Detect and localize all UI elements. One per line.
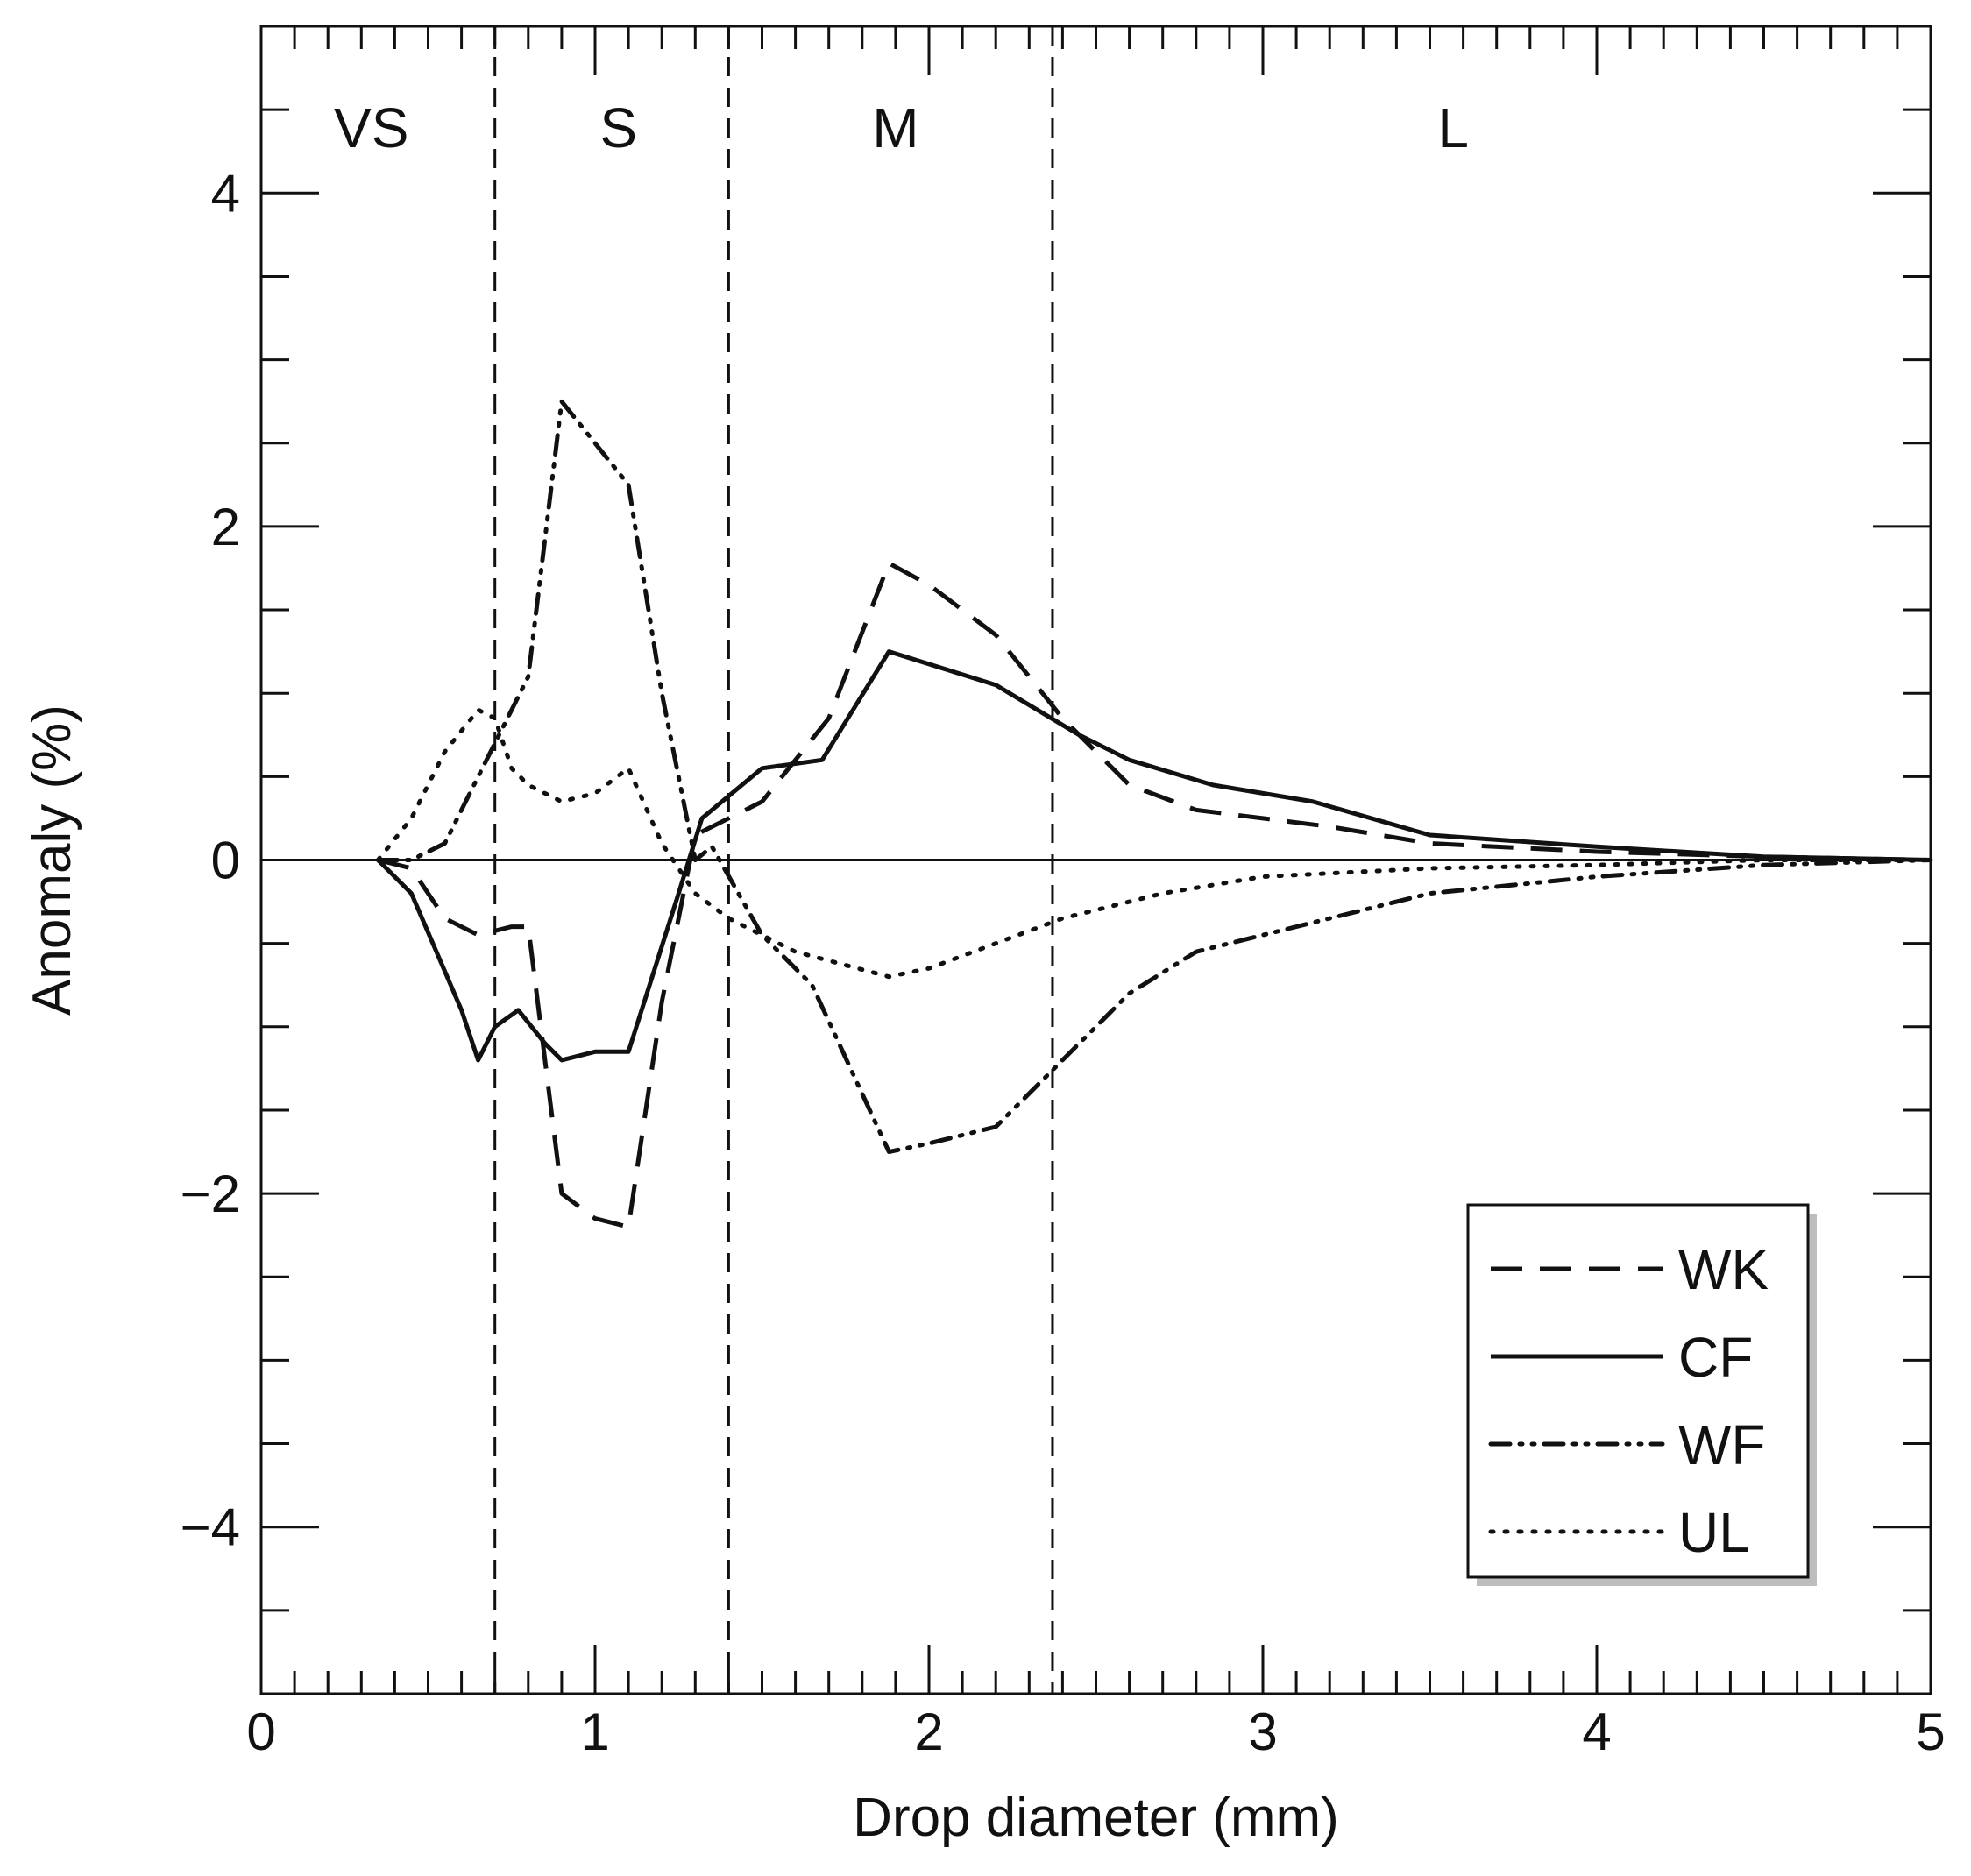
class-boundary-layer [493,26,1054,1694]
label-layer: 0 1 2 3 4 5 −4 −2 0 2 4 VS S M L [181,96,1946,1761]
legend: WK CF WF UL [1466,1203,1817,1586]
x-tick-label: 0 [246,1703,275,1761]
x-tick-label: 2 [914,1703,943,1761]
legend-label-wf: WF [1678,1413,1766,1476]
y-tick-label: 0 [211,832,240,890]
series-line-cf [376,649,1932,1063]
class-label: L [1437,96,1469,159]
series-layer [375,399,1933,1229]
y-tick-label: 2 [211,498,240,556]
series-line-wk [377,561,1932,1229]
plot-frame [259,25,1932,1695]
y-tick-label: −4 [181,1498,240,1557]
x-tick-label: 5 [1916,1703,1945,1761]
y-tick-label: 4 [211,164,240,223]
class-label: VS [334,96,408,159]
class-label: M [872,96,918,159]
class-label: S [599,96,637,159]
legend-label-ul: UL [1678,1501,1750,1564]
x-tick-label: 3 [1248,1703,1277,1761]
y-tick-label: −2 [181,1165,240,1223]
legend-label-cf: CF [1678,1326,1753,1389]
series-line-wf [375,399,1933,1154]
x-axis-title: Drop diameter (mm) [853,1788,1339,1848]
x-tick-label: 1 [580,1703,609,1761]
legend-label-wk: WK [1678,1238,1769,1301]
x-tick-label: 4 [1582,1703,1611,1761]
series-line-ul [375,707,1933,980]
y-axis-title: Anomaly (%) [22,704,82,1016]
